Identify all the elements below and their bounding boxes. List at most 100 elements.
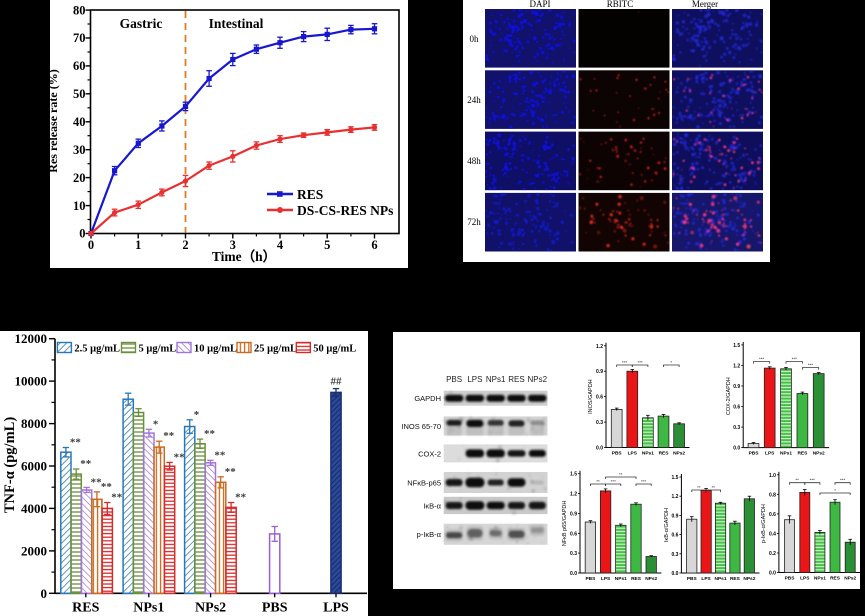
svg-text:0.6: 0.6 [671,533,678,539]
svg-text:8000: 8000 [21,416,47,431]
svg-text:IκB-α: IκB-α [423,502,441,511]
svg-text:Time（h）: Time（h） [212,249,276,264]
svg-text:***: *** [840,478,846,483]
svg-text:**: ** [91,476,103,488]
svg-text:COX-2: COX-2 [418,449,441,458]
svg-text:0: 0 [88,238,94,252]
svg-text:**: ** [619,472,623,477]
svg-text:LPS: LPS [467,375,482,384]
svg-text:RES: RES [730,576,741,582]
svg-text:NPs2: NPs2 [813,451,825,457]
svg-text:0.3: 0.3 [570,551,577,557]
svg-text:LPS: LPS [765,451,775,457]
svg-text:NFκB p65/GAPDH: NFκB p65/GAPDH [562,501,568,547]
svg-text:RES: RES [797,451,808,457]
svg-text:**: ** [70,437,82,449]
svg-text:0.9: 0.9 [733,384,740,390]
svg-text:**: ** [174,451,186,463]
svg-text:p-IκB-α: p-IκB-α [417,530,442,539]
svg-text:***: *** [808,363,814,368]
svg-text:0.9: 0.9 [596,369,603,375]
svg-text:NFκB-p65: NFκB-p65 [407,479,441,488]
svg-text:**: ** [795,478,799,483]
svg-text:1: 1 [135,238,141,252]
svg-text:***: *** [611,479,617,484]
svg-text:NPs1: NPs1 [486,375,506,384]
svg-text:30: 30 [73,143,86,157]
svg-text:40: 40 [73,115,86,129]
svg-text:DAPI: DAPI [529,0,550,9]
svg-text:**: ** [697,485,701,490]
svg-text:1.5: 1.5 [733,343,740,349]
svg-text:0: 0 [79,227,85,241]
svg-text:Res release rate (%): Res release rate (%) [50,69,60,172]
svg-text:5: 5 [324,238,330,252]
svg-text:##: ## [331,376,343,388]
svg-text:***: *** [637,360,643,365]
svg-text:12000: 12000 [15,331,48,346]
svg-text:PBS: PBS [749,451,760,457]
svg-text:LPS: LPS [701,576,711,582]
svg-text:4000: 4000 [21,501,47,516]
svg-text:**: ** [225,466,237,478]
svg-text:*: * [834,488,836,493]
svg-text:0h: 0h [470,34,480,44]
svg-text:COX-2/GAPDH: COX-2/GAPDH [726,377,732,415]
svg-text:Merger: Merger [692,0,718,9]
svg-text:NPs1: NPs1 [133,600,164,615]
svg-text:***: *** [641,479,647,484]
svg-text:RES: RES [659,451,670,457]
svg-text:NPs2: NPs2 [645,576,657,582]
svg-text:1.2: 1.2 [570,492,577,498]
svg-text:1.2: 1.2 [671,494,678,500]
svg-text:PBS: PBS [785,576,796,582]
svg-text:**: ** [235,492,247,504]
svg-text:0: 0 [41,586,48,601]
svg-text:Gastric: Gastric [120,16,163,31]
svg-text:4: 4 [277,238,284,252]
svg-text:0.4: 0.4 [769,531,776,537]
svg-text:0.8: 0.8 [769,492,776,498]
svg-text:1.0: 1.0 [769,473,776,479]
svg-text:NPs2: NPs2 [743,576,755,582]
svg-text:1.5: 1.5 [671,475,678,481]
svg-text:**: ** [163,430,175,442]
svg-text:48h: 48h [467,156,481,166]
svg-text:**: ** [111,492,123,504]
svg-text:Intestinal: Intestinal [209,16,264,31]
svg-text:25 μg/mL: 25 μg/mL [254,344,297,355]
svg-text:1.2: 1.2 [596,344,603,350]
svg-text:**: ** [596,479,600,484]
svg-text:10: 10 [73,199,86,213]
svg-text:2: 2 [182,238,188,252]
svg-text:**: ** [214,449,226,461]
svg-text:70: 70 [73,31,86,45]
svg-text:PBS: PBS [585,576,596,582]
svg-text:PBS: PBS [262,600,288,615]
svg-text:80: 80 [73,3,86,17]
svg-text:0.6: 0.6 [733,405,740,411]
svg-text:0.3: 0.3 [733,425,740,431]
svg-text:NPs1: NPs1 [780,451,792,457]
svg-text:NPs2: NPs2 [673,451,685,457]
svg-text:PBS: PBS [446,375,462,384]
svg-text:0.0: 0.0 [570,571,577,577]
svg-text:***: *** [622,360,628,365]
svg-text:0.6: 0.6 [769,512,776,518]
svg-text:RES: RES [631,576,642,582]
svg-text:RES: RES [508,375,524,384]
svg-text:10 μg/mL: 10 μg/mL [194,344,237,355]
svg-text:NPs1: NPs1 [715,576,727,582]
svg-text:0.3: 0.3 [671,552,678,558]
svg-text:2.5 μg/mL: 2.5 μg/mL [74,344,120,355]
svg-text:NPs1: NPs1 [615,576,627,582]
svg-text:0.0: 0.0 [671,571,678,577]
svg-text:5 μg/mL: 5 μg/mL [139,344,177,355]
svg-text:PBS: PBS [612,451,623,457]
svg-text:3: 3 [230,238,236,252]
svg-text:RES: RES [830,576,841,582]
svg-text:p-IκB-α/GAPDH: p-IκB-α/GAPDH [761,504,767,543]
svg-text:*: * [670,360,672,365]
svg-text:0.9: 0.9 [570,511,577,517]
svg-text:**: ** [80,458,92,470]
